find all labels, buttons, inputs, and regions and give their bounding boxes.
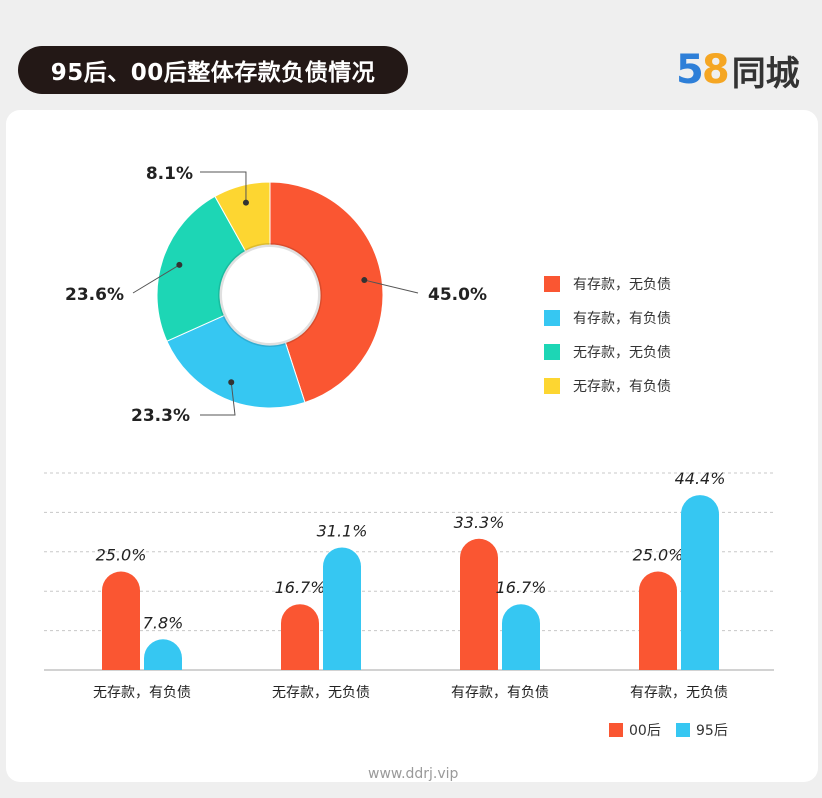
leader-line-1 <box>200 382 236 416</box>
bar-value-label-3-0: 25.0% <box>633 546 684 565</box>
leader-dot-1 <box>228 379 235 386</box>
bar-0-0 <box>102 571 140 670</box>
donut-slice-0 <box>269 181 384 404</box>
donut-value-label-1: 23.3% <box>131 406 190 426</box>
leader-dot-0 <box>361 277 368 284</box>
donut-slice-1 <box>166 314 306 409</box>
bar-3-0 <box>639 571 677 670</box>
bar-category-label-2: 有存款，有负债 <box>451 685 549 701</box>
bar-2-1 <box>502 604 540 670</box>
bar-value-label-1-0: 16.7% <box>275 578 326 597</box>
bar-legend-swatch-0 <box>609 723 623 737</box>
leader-dot-3 <box>242 199 249 206</box>
bar-2-0 <box>460 538 498 670</box>
legend-label-3: 无存款，有负债 <box>573 379 671 395</box>
legend-swatch-2 <box>544 344 560 360</box>
leader-dot-2 <box>176 261 183 268</box>
bar-0-1 <box>144 639 182 670</box>
legend-swatch-3 <box>544 378 560 394</box>
leader-line-2 <box>132 264 180 294</box>
donut-slice-3 <box>214 181 271 253</box>
leader-line-3 <box>200 171 247 203</box>
bar-value-label-1-1: 31.1% <box>317 521 368 540</box>
bar-legend-label-1: 95后 <box>696 723 728 739</box>
bar-value-label-0-0: 25.0% <box>96 546 147 565</box>
logo-digit-5: 5 <box>676 47 704 93</box>
donut-slice-2 <box>156 195 247 342</box>
donut-inner-shadow <box>218 243 322 347</box>
legend-swatch-0 <box>544 276 560 292</box>
bar-1-1 <box>323 547 361 670</box>
title-banner: 95后、00后整体存款负债情况 <box>18 46 408 94</box>
bar-value-label-3-1: 44.4% <box>675 469 726 488</box>
bar-category-label-1: 无存款，无负债 <box>272 685 370 701</box>
page-title: 95后、00后整体存款负债情况 <box>50 60 376 86</box>
bar-category-label-0: 无存款，有负债 <box>93 685 191 701</box>
legend-label-0: 有存款，无负债 <box>573 277 671 293</box>
logo-text: 同城 <box>731 53 800 94</box>
donut-value-label-3: 8.1% <box>146 164 193 184</box>
leader-line-0 <box>364 279 419 294</box>
bar-legend-swatch-1 <box>676 723 690 737</box>
donut-value-label-2: 23.6% <box>65 285 124 305</box>
bar-value-label-2-1: 16.7% <box>496 578 547 597</box>
bar-1-0 <box>281 604 319 670</box>
donut-value-label-0: 45.0% <box>428 285 487 305</box>
bar-3-1 <box>681 495 719 670</box>
legend-swatch-1 <box>544 310 560 326</box>
legend-label-2: 无存款，无负债 <box>573 345 671 361</box>
bar-category-label-3: 有存款，无负债 <box>630 685 728 701</box>
legend-label-1: 有存款，有负债 <box>573 311 671 327</box>
bar-value-label-2-0: 33.3% <box>454 513 505 532</box>
logo-digit-8: 8 <box>701 47 730 93</box>
watermark: www.ddrj.vip <box>368 766 459 782</box>
bar-legend-label-0: 00后 <box>629 723 661 739</box>
bar-value-label-0-1: 7.8% <box>143 613 184 632</box>
